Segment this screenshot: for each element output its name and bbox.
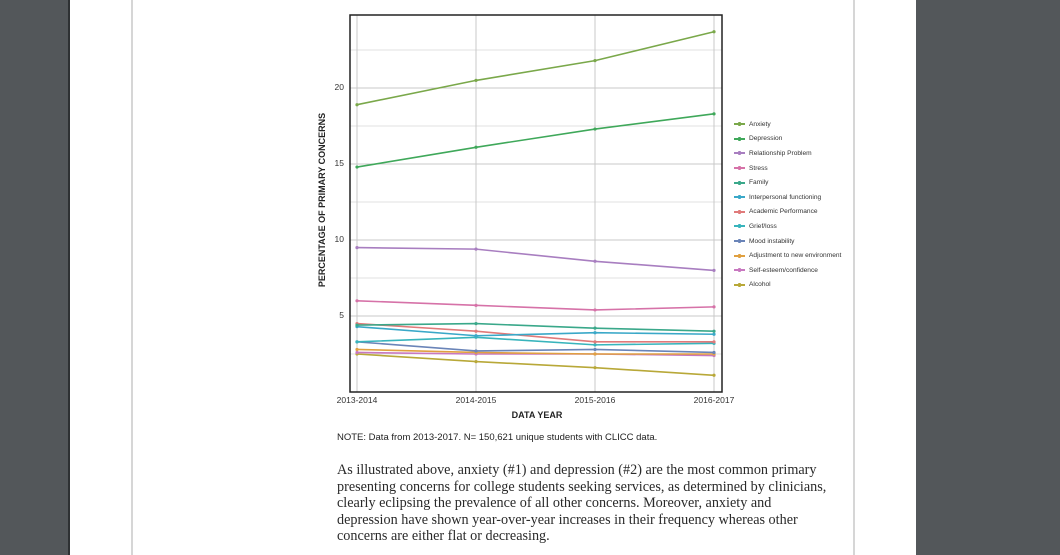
legend-label: Mood instability — [749, 237, 795, 245]
legend-label: Relationship Problem — [749, 149, 812, 157]
legend-item: Interpersonal functioning — [734, 190, 841, 205]
x-axis-label: DATA YEAR — [511, 410, 563, 420]
legend-swatch-icon — [734, 209, 745, 214]
y-tick-label: 5 — [339, 310, 344, 320]
series-line — [356, 300, 715, 311]
y-tick-label: 10 — [334, 234, 344, 244]
legend-item: Alcohol — [734, 278, 841, 293]
legend-swatch-icon — [734, 268, 745, 273]
legend-swatch-icon — [734, 224, 745, 229]
x-tick-label: 2016-2017 — [693, 395, 735, 405]
series-line — [356, 325, 715, 337]
legend-swatch-icon — [734, 282, 745, 287]
page-margin-left — [131, 0, 133, 555]
legend-label: Grief/loss — [749, 222, 777, 230]
x-tick-label: 2015-2016 — [574, 395, 616, 405]
legend-label: Stress — [749, 164, 768, 172]
legend-label: Alcohol — [749, 281, 771, 289]
legend-label: Adjustment to new environment — [749, 252, 842, 260]
body-paragraph: As illustrated above, anxiety (#1) and d… — [337, 462, 827, 545]
series-line — [356, 246, 715, 272]
legend-label: Academic Performance — [749, 208, 818, 216]
series-line — [356, 322, 714, 343]
legend-item: Stress — [734, 161, 841, 176]
legend-item: Anxiety — [734, 117, 841, 132]
x-tick-label: 2013-2014 — [336, 395, 378, 405]
legend-item: Relationship Problem — [734, 146, 841, 161]
legend-swatch-icon — [734, 195, 745, 200]
legend-swatch-icon — [734, 122, 745, 127]
series-line — [356, 353, 715, 377]
series-line — [356, 341, 715, 354]
series-line — [356, 336, 715, 346]
legend-item: Self-esteem/confidence — [734, 263, 841, 278]
series-line — [356, 348, 714, 355]
series-line — [356, 113, 715, 168]
legend-item: Mood instability — [734, 234, 841, 249]
legend-label: Family — [749, 179, 769, 187]
legend-label: Depression — [749, 135, 783, 143]
y-axis-label: PERCENTAGE OF PRIMARY CONCERNS — [317, 112, 327, 288]
legend-swatch-icon — [734, 136, 745, 141]
page-margin-right — [853, 0, 855, 555]
legend-item: Family — [734, 175, 841, 190]
chart-note: NOTE: Data from 2013-2017. N= 150,621 un… — [337, 432, 658, 443]
legend-item: Depression — [734, 132, 841, 147]
legend-swatch-icon — [734, 151, 745, 156]
legend-swatch-icon — [734, 180, 745, 185]
legend-item: Adjustment to new environment — [734, 248, 841, 263]
y-tick-label: 20 — [334, 82, 344, 92]
legend-item: Academic Performance — [734, 205, 841, 220]
page-shadow — [68, 0, 71, 555]
series-line — [356, 30, 715, 106]
legend-label: Anxiety — [749, 120, 771, 128]
legend-swatch-icon — [734, 166, 745, 171]
legend-swatch-icon — [734, 253, 745, 258]
legend-label: Self-esteem/confidence — [749, 266, 818, 274]
legend-label: Interpersonal functioning — [749, 193, 822, 201]
x-tick-label: 2014-2015 — [455, 395, 497, 405]
legend-item: Grief/loss — [734, 219, 841, 234]
series-line — [356, 322, 715, 332]
legend-swatch-icon — [734, 239, 745, 244]
y-tick-label: 15 — [334, 158, 344, 168]
chart-legend: Anxiety Depression Relationship Problem Str… — [734, 117, 841, 292]
